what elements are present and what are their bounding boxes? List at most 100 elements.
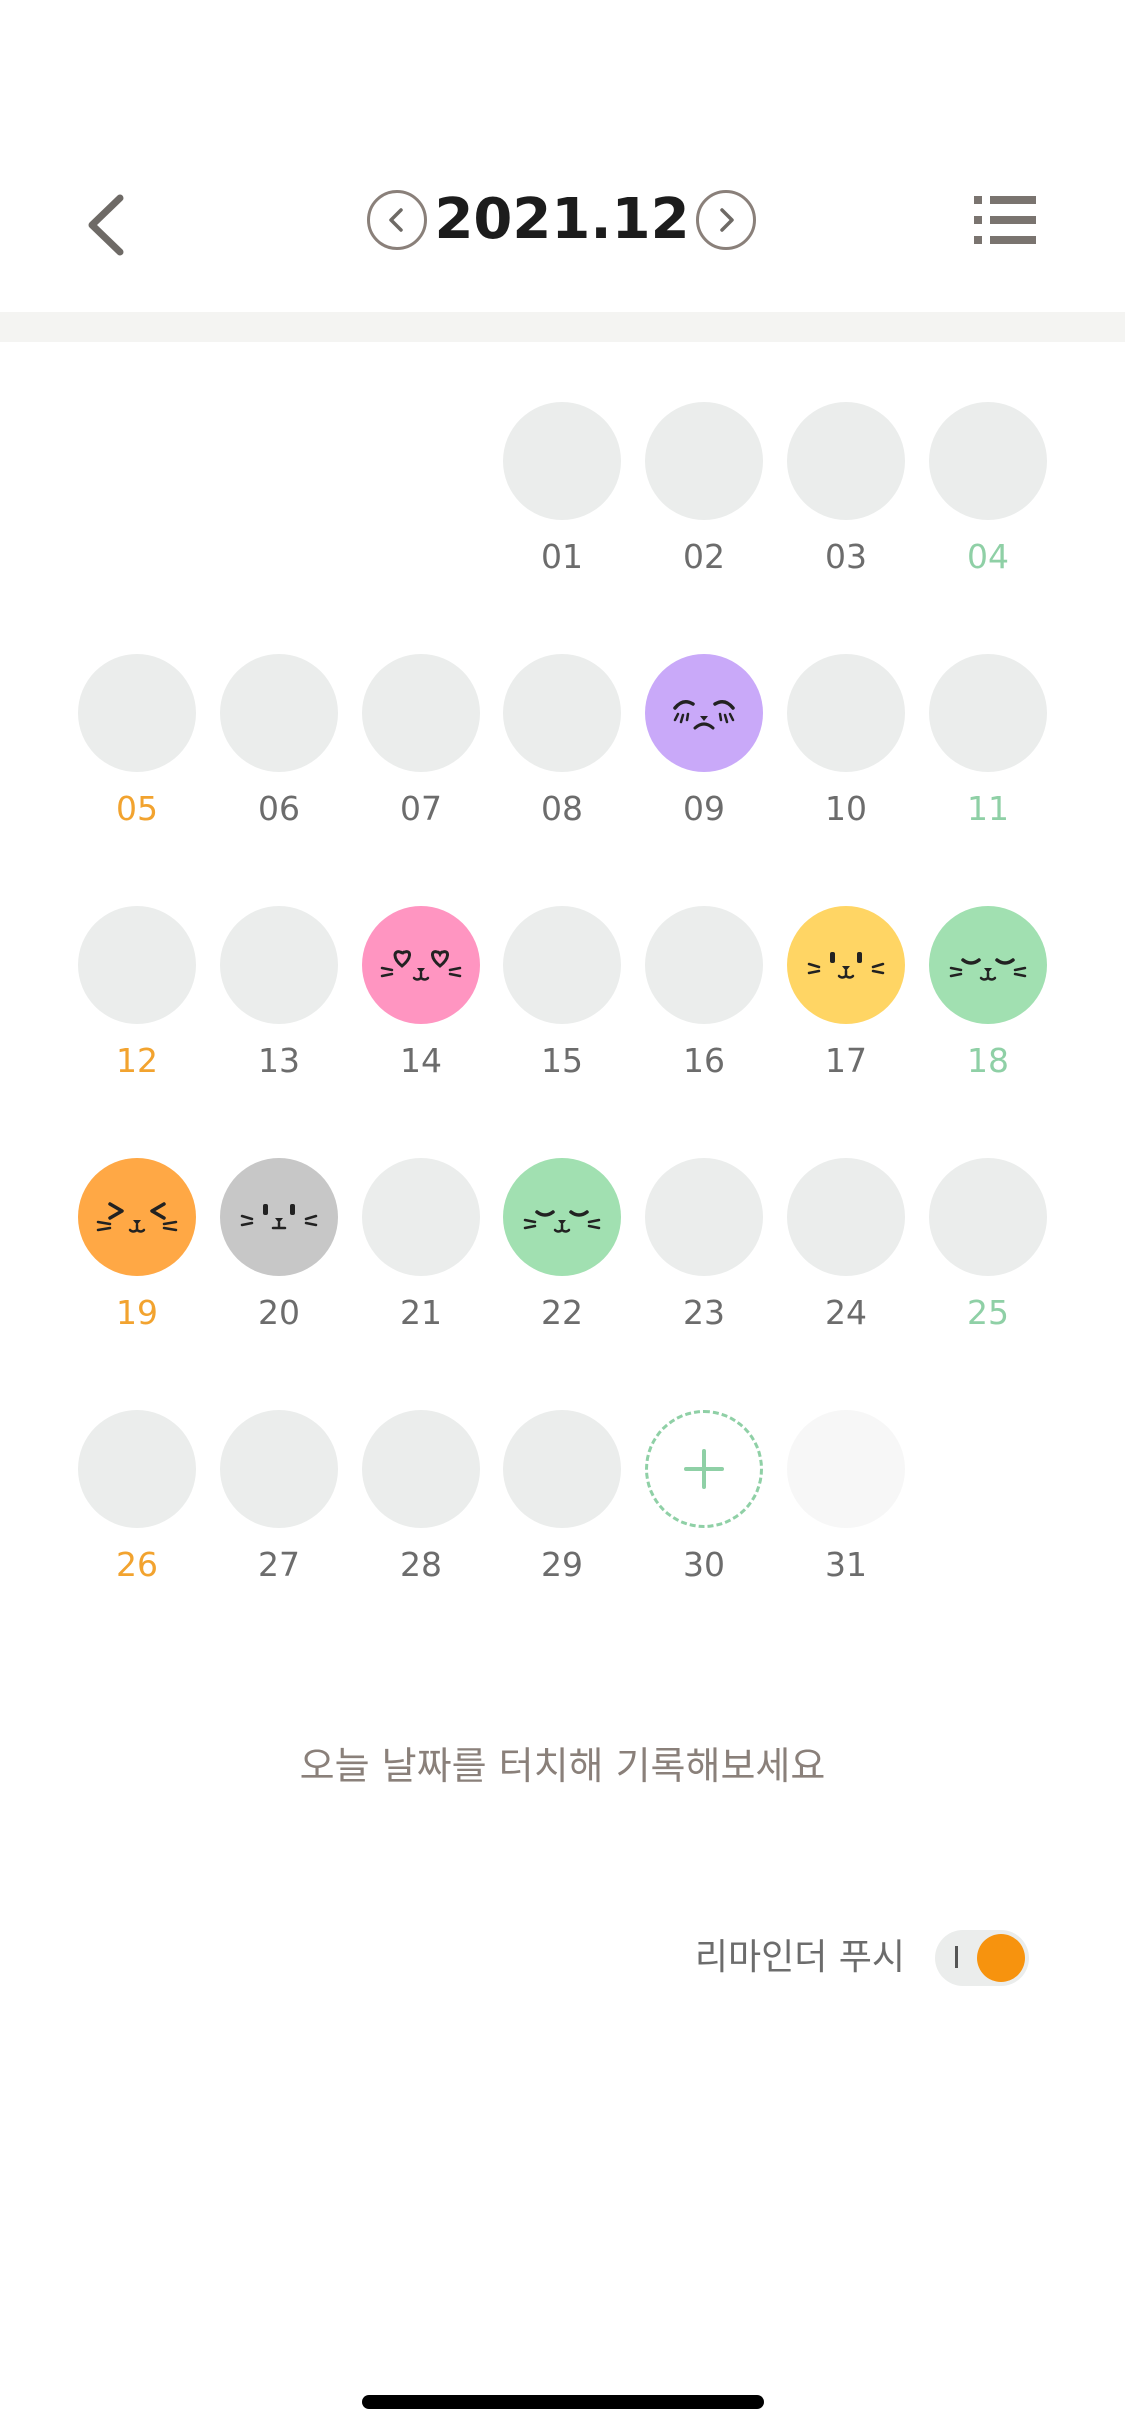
day-number: 14: [400, 1041, 442, 1080]
day-10[interactable]: 10: [787, 654, 905, 839]
record-hint-text: 오늘 날짜를 터치해 기록해보세요: [299, 1744, 826, 1788]
day-11[interactable]: 11: [929, 654, 1047, 839]
toggle-knob: [977, 1934, 1025, 1982]
squinting-face-icon: [96, 1202, 178, 1233]
day-circle: [645, 906, 763, 1024]
day-15[interactable]: 15: [503, 906, 621, 1091]
day-circle: [929, 654, 1047, 772]
day-number: 21: [400, 1293, 442, 1332]
day-26[interactable]: 26: [78, 1410, 196, 1595]
day-13[interactable]: 13: [220, 906, 338, 1091]
chevron-left-icon: [88, 194, 124, 256]
day-number: 29: [541, 1545, 583, 1584]
day-28[interactable]: 28: [362, 1410, 480, 1595]
day-06[interactable]: 06: [220, 654, 338, 839]
day-14[interactable]: 14: [362, 906, 480, 1091]
sad-face-icon: [673, 700, 735, 730]
day-circle: [645, 1158, 763, 1276]
circle-chevron-left-icon: [389, 208, 403, 232]
day-number: 04: [967, 537, 1009, 576]
day-number: 31: [825, 1545, 867, 1584]
day-21[interactable]: 21: [362, 1158, 480, 1343]
day-circle: [645, 654, 763, 772]
day-03[interactable]: 03: [787, 402, 905, 587]
day-circle: [503, 402, 621, 520]
day-number: 22: [541, 1293, 583, 1332]
day-20[interactable]: 20: [220, 1158, 338, 1343]
day-number: 30: [683, 1545, 725, 1584]
next-month-button[interactable]: [696, 190, 756, 250]
day-number: 01: [541, 537, 583, 576]
day-number: 10: [825, 789, 867, 828]
day-circle: [220, 1158, 338, 1276]
day-18[interactable]: 18: [929, 906, 1047, 1091]
day-04[interactable]: 04: [929, 402, 1047, 587]
list-view-button[interactable]: [970, 190, 1040, 250]
day-circle: [929, 906, 1047, 1024]
day-circle: [787, 1410, 905, 1528]
day-circle: [220, 906, 338, 1024]
day-circle: [645, 402, 763, 520]
day-27[interactable]: 27: [220, 1410, 338, 1595]
day-02[interactable]: 02: [645, 402, 763, 587]
day-16[interactable]: 16: [645, 906, 763, 1091]
smiling-face-icon: [807, 952, 885, 979]
day-05[interactable]: 05: [78, 654, 196, 839]
list-icon: [974, 196, 1036, 244]
day-circle: [362, 654, 480, 772]
day-19[interactable]: 19: [78, 1158, 196, 1343]
home-indicator: [362, 2395, 764, 2409]
day-circle: [362, 1158, 480, 1276]
day-circle: [220, 1410, 338, 1528]
day-number: 02: [683, 537, 725, 576]
back-button[interactable]: [72, 180, 142, 270]
day-circle: [645, 1410, 763, 1528]
add-icon: [684, 1449, 724, 1489]
reminder-push-label: 리마인더 푸시: [694, 1937, 905, 1978]
content-face-icon: [949, 958, 1027, 981]
day-circle: [220, 654, 338, 772]
heart-eyes-face-icon: [380, 950, 462, 981]
day-number: 27: [258, 1545, 300, 1584]
day-25[interactable]: 25: [929, 1158, 1047, 1343]
day-circle: [362, 906, 480, 1024]
day-circle: [78, 906, 196, 1024]
toggle-on-mark: [955, 1946, 958, 1968]
content-face-icon: [523, 1210, 601, 1233]
day-number: 05: [116, 789, 158, 828]
prev-month-button[interactable]: [367, 190, 427, 250]
day-12[interactable]: 12: [78, 906, 196, 1091]
day-number: 09: [683, 789, 725, 828]
day-30-today[interactable]: 30: [645, 1410, 763, 1595]
day-number: 20: [258, 1293, 300, 1332]
day-09[interactable]: 09: [645, 654, 763, 839]
header-divider: [0, 312, 1125, 342]
day-17[interactable]: 17: [787, 906, 905, 1091]
day-number: 26: [116, 1545, 158, 1584]
day-07[interactable]: 07: [362, 654, 480, 839]
day-23[interactable]: 23: [645, 1158, 763, 1343]
day-22[interactable]: 22: [503, 1158, 621, 1343]
reminder-push-toggle[interactable]: [935, 1930, 1029, 1986]
day-circle: [78, 1410, 196, 1528]
day-08[interactable]: 08: [503, 654, 621, 839]
day-circle: [787, 654, 905, 772]
day-circle: [503, 1410, 621, 1528]
day-24[interactable]: 24: [787, 1158, 905, 1343]
day-31: 31: [787, 1410, 905, 1595]
day-number: 23: [683, 1293, 725, 1332]
day-circle: [787, 906, 905, 1024]
day-number: 08: [541, 789, 583, 828]
day-number: 19: [116, 1293, 158, 1332]
day-circle: [503, 654, 621, 772]
day-number: 07: [400, 789, 442, 828]
day-number: 15: [541, 1041, 583, 1080]
day-circle: [503, 1158, 621, 1276]
circle-chevron-right-icon: [720, 208, 734, 232]
day-circle: [78, 1158, 196, 1276]
day-circle: [787, 1158, 905, 1276]
day-01[interactable]: 01: [503, 402, 621, 587]
day-number: 24: [825, 1293, 867, 1332]
day-circle: [503, 906, 621, 1024]
day-29[interactable]: 29: [503, 1410, 621, 1595]
